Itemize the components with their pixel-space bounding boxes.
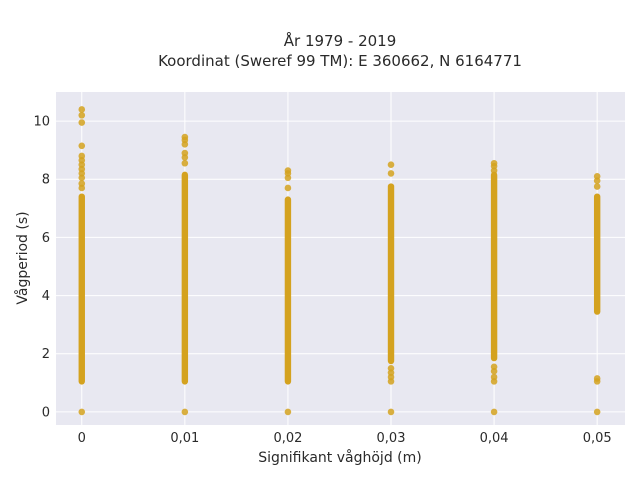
y-tick-label: 6 bbox=[42, 231, 50, 246]
dense-point-band bbox=[181, 171, 189, 385]
y-tick-label: 8 bbox=[42, 173, 50, 188]
x-tick-label: 0,02 bbox=[273, 431, 302, 446]
data-point bbox=[78, 152, 86, 160]
data-point bbox=[593, 183, 601, 190]
data-marks bbox=[78, 106, 601, 416]
y-tick-label: 10 bbox=[33, 115, 50, 130]
dense-point-band bbox=[593, 193, 601, 315]
x-tick-labels: 0 0,01 0,02 0,03 0,04 0,05 bbox=[78, 431, 612, 446]
x-axis-label: Signifikant våghöjd (m) bbox=[258, 449, 421, 466]
y-tick-label: 2 bbox=[42, 347, 50, 362]
dense-point-band bbox=[78, 193, 85, 385]
chart-title-line2: Koordinat (Sweref 99 TM): E 360662, N 61… bbox=[158, 52, 522, 70]
series-column-0 bbox=[78, 106, 86, 416]
series-column-4 bbox=[490, 159, 498, 416]
x-tick-label: 0,05 bbox=[583, 431, 612, 446]
x-tick-label: 0,03 bbox=[377, 431, 406, 446]
data-point bbox=[490, 408, 498, 416]
series-column-3 bbox=[387, 161, 395, 416]
data-point bbox=[593, 408, 601, 416]
data-point bbox=[78, 180, 86, 187]
y-tick-labels: 0 2 4 6 8 10 bbox=[33, 115, 50, 421]
plot-area bbox=[56, 92, 625, 425]
data-point bbox=[284, 167, 292, 174]
data-point bbox=[78, 111, 86, 119]
data-point bbox=[181, 408, 189, 416]
dense-point-band bbox=[387, 183, 395, 365]
data-point bbox=[490, 373, 498, 381]
data-point bbox=[593, 375, 601, 382]
data-point bbox=[387, 161, 395, 169]
chart-title-line1: År 1979 - 2019 bbox=[284, 31, 397, 50]
data-point bbox=[181, 159, 189, 167]
data-point bbox=[78, 408, 86, 416]
data-point bbox=[387, 170, 395, 177]
data-point bbox=[593, 173, 601, 180]
series-column-5 bbox=[593, 173, 601, 416]
series-column-1 bbox=[181, 133, 189, 416]
data-point bbox=[284, 408, 292, 416]
dense-point-band bbox=[284, 196, 292, 385]
data-point bbox=[181, 133, 189, 141]
x-tick-label: 0 bbox=[78, 431, 86, 446]
data-point bbox=[181, 149, 189, 157]
data-point bbox=[78, 106, 86, 113]
data-point bbox=[490, 159, 498, 167]
data-point bbox=[490, 363, 498, 371]
y-tick-label: 4 bbox=[42, 289, 50, 304]
data-point bbox=[78, 142, 86, 150]
data-point bbox=[387, 408, 395, 416]
x-tick-label: 0,01 bbox=[170, 431, 199, 446]
data-point bbox=[387, 364, 395, 372]
y-axis-label: Vågperiod (s) bbox=[14, 211, 31, 304]
data-point bbox=[284, 184, 292, 192]
x-tick-label: 0,04 bbox=[480, 431, 509, 446]
series-column-2 bbox=[284, 167, 292, 416]
data-point bbox=[78, 119, 86, 126]
y-tick-label: 0 bbox=[42, 405, 50, 420]
dense-point-band bbox=[490, 171, 498, 362]
